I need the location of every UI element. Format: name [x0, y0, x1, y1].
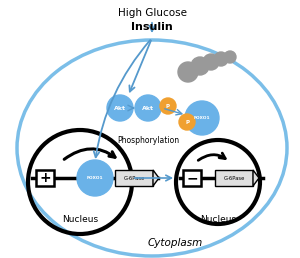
Text: G-6Pase: G-6Pase [123, 175, 145, 181]
Text: P: P [185, 119, 189, 125]
Text: P: P [166, 103, 170, 109]
Circle shape [135, 95, 161, 121]
Circle shape [107, 95, 133, 121]
Circle shape [203, 54, 219, 70]
Text: Akt: Akt [142, 106, 154, 110]
Text: Nucleus: Nucleus [62, 215, 98, 224]
Circle shape [160, 98, 176, 114]
Text: FOXO1: FOXO1 [87, 176, 103, 180]
Text: Akt: Akt [114, 106, 126, 110]
Circle shape [179, 114, 195, 130]
Text: G-6Pase: G-6Pase [223, 175, 245, 181]
Polygon shape [253, 170, 259, 186]
FancyBboxPatch shape [115, 170, 153, 186]
FancyBboxPatch shape [215, 170, 253, 186]
FancyBboxPatch shape [36, 170, 54, 186]
Circle shape [191, 57, 209, 75]
FancyBboxPatch shape [183, 170, 201, 186]
Polygon shape [153, 170, 159, 186]
Text: FOXO1: FOXO1 [194, 116, 210, 120]
Text: High Glucose: High Glucose [118, 8, 187, 18]
Text: Phosphorylation: Phosphorylation [117, 136, 179, 145]
Text: +: + [39, 171, 51, 185]
Circle shape [185, 101, 219, 135]
Circle shape [77, 160, 113, 196]
Text: −: − [186, 171, 198, 185]
Text: Nucleus: Nucleus [200, 215, 236, 224]
Circle shape [178, 62, 198, 82]
Circle shape [224, 51, 236, 63]
Text: Insulin: Insulin [131, 22, 173, 32]
Text: Cytoplasm: Cytoplasm [147, 238, 203, 248]
Circle shape [214, 52, 228, 66]
